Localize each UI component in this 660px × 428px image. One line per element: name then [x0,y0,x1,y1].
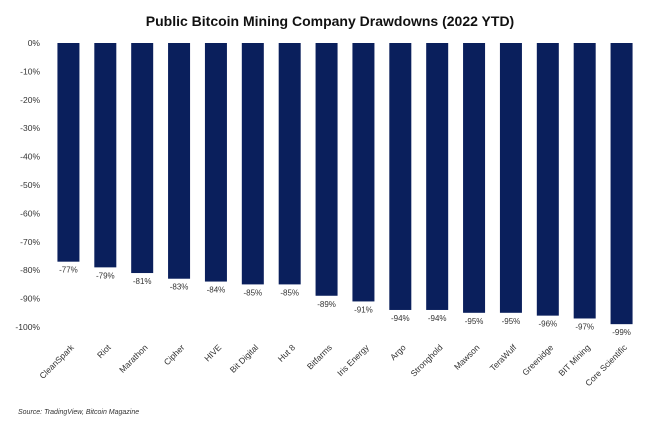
data-label: -84% [207,286,226,295]
bar [389,43,412,310]
x-tick-label: Mawson [452,342,482,372]
bar [499,43,522,313]
bar [57,43,80,262]
y-tick-label: -50% [20,180,40,190]
y-tick-label: -100% [15,322,40,332]
data-label: -83% [170,283,189,292]
x-tick-label: Bitfarms [305,342,334,371]
x-tick-label: Marathon [117,342,150,375]
bar [168,43,191,279]
y-tick-label: 0% [28,38,41,48]
data-label: -77% [59,266,78,275]
x-tick-label: Stronghold [408,342,444,378]
x-tick-label: HIVE [202,342,223,363]
x-tick-label: CleanSpark [37,342,76,381]
bar [610,43,633,325]
x-tick-label: Hut 8 [276,342,298,364]
bar [352,43,375,302]
y-tick-label: -90% [20,294,40,304]
data-label: -94% [428,314,447,323]
data-label: -85% [243,288,262,297]
data-label: -95% [502,317,521,326]
y-tick-label: -40% [20,152,40,162]
y-tick-label: -80% [20,265,40,275]
data-label: -95% [465,317,484,326]
data-label: -79% [96,271,115,280]
x-tick-label: TeraWulf [488,342,519,373]
x-tick-label: Iris Energy [335,342,371,378]
data-label: -85% [280,288,299,297]
bar [278,43,301,285]
x-tick-label: Greenidge [520,342,555,377]
source-note: Source: TradingView, Bitcoin Magazine [18,409,140,416]
bar [536,43,559,316]
y-tick-label: -70% [20,237,40,247]
data-label: -96% [538,320,557,329]
bar [573,43,596,319]
x-tick-label: Argo [388,342,408,362]
bar [94,43,117,268]
data-label: -99% [612,328,631,337]
data-label: -97% [575,322,594,331]
x-tick-label: Bit Digital [228,342,261,375]
bar [463,43,486,313]
bar [241,43,264,285]
data-label: -89% [317,300,336,309]
x-tick-label: Cipher [162,342,187,367]
x-tick-label: BIT Mining [556,342,592,378]
y-tick-label: -60% [20,208,40,218]
data-label: -91% [354,305,373,314]
y-tick-label: -10% [20,66,40,76]
bar [204,43,227,282]
y-tick-label: -30% [20,123,40,133]
data-label: -81% [133,277,152,286]
data-label: -94% [391,314,410,323]
x-tick-label: Riot [95,342,113,360]
chart-title: Public Bitcoin Mining Company Drawdowns … [145,13,515,29]
bar [426,43,449,310]
y-tick-label: -20% [20,95,40,105]
bar [131,43,154,274]
bar [315,43,338,296]
